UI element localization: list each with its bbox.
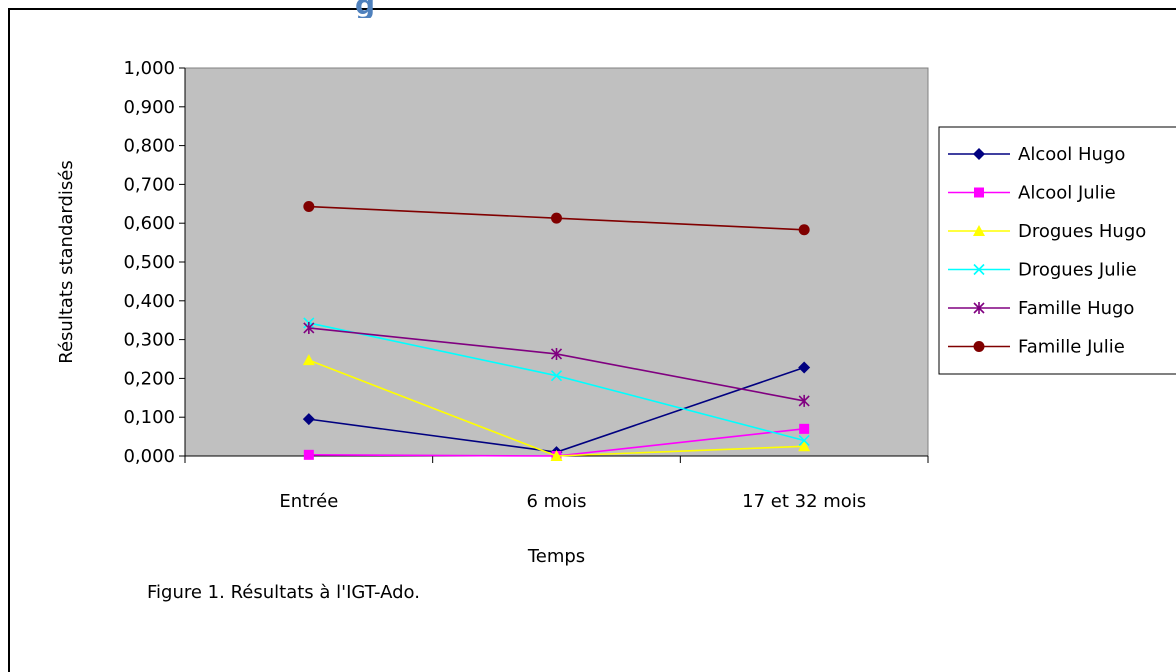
legend-marker [973, 263, 985, 276]
x-axis-title: Temps [527, 546, 585, 567]
heading-fragment: g [355, 0, 376, 18]
legend-marker [973, 225, 985, 236]
data-point [799, 423, 810, 434]
y-tick-label: 0,600 [123, 213, 175, 234]
y-tick-label: 0,300 [123, 330, 175, 351]
data-point [303, 449, 314, 460]
y-tick-label: 0,700 [123, 174, 175, 195]
legend-label: Alcool Julie [1018, 183, 1116, 204]
data-point [551, 212, 562, 224]
y-tick-label: 0,400 [123, 291, 175, 312]
data-point [550, 450, 563, 461]
legend-marker [973, 148, 985, 160]
data-point [798, 361, 811, 374]
data-point [798, 394, 810, 407]
legend-label: Famille Julie [1018, 337, 1125, 358]
legend-label: Drogues Julie [1018, 260, 1137, 281]
legend-label: Alcool Hugo [1018, 144, 1125, 165]
legend-label: Famille Hugo [1018, 298, 1134, 319]
data-point [798, 224, 810, 236]
data-point [302, 354, 315, 366]
y-tick-label: 0,200 [123, 368, 175, 389]
y-tick-label: 1,000 [123, 58, 175, 79]
data-point [798, 440, 811, 452]
y-tick-label: 0,100 [123, 407, 175, 428]
y-tick-label: 0,500 [123, 252, 175, 273]
y-axis-title: Résultats standardisés [56, 160, 77, 363]
x-tick-label: 17 et 32 mois [742, 491, 866, 512]
data-point [550, 347, 563, 360]
data-point [550, 370, 563, 382]
data-point [798, 434, 810, 447]
data-point [302, 413, 315, 426]
x-tick-label: 6 mois [526, 491, 586, 512]
data-point [303, 201, 315, 213]
figure-caption: Figure 1. Résultats à l'IGT-Ado. [147, 582, 420, 603]
legend-label: Drogues Hugo [1018, 221, 1146, 242]
plot-area [184, 67, 929, 457]
legend-marker [974, 187, 984, 198]
y-tick-label: 0,800 [123, 136, 175, 157]
legend-marker [973, 341, 985, 352]
y-tick-label: 0,900 [123, 97, 175, 118]
chart-frame: g [8, 0, 1176, 672]
legend-box [938, 126, 1176, 375]
x-tick-label: Entrée [279, 491, 338, 512]
legend-marker [973, 302, 985, 314]
data-point [303, 321, 315, 334]
y-tick-label: 0,000 [123, 446, 175, 467]
